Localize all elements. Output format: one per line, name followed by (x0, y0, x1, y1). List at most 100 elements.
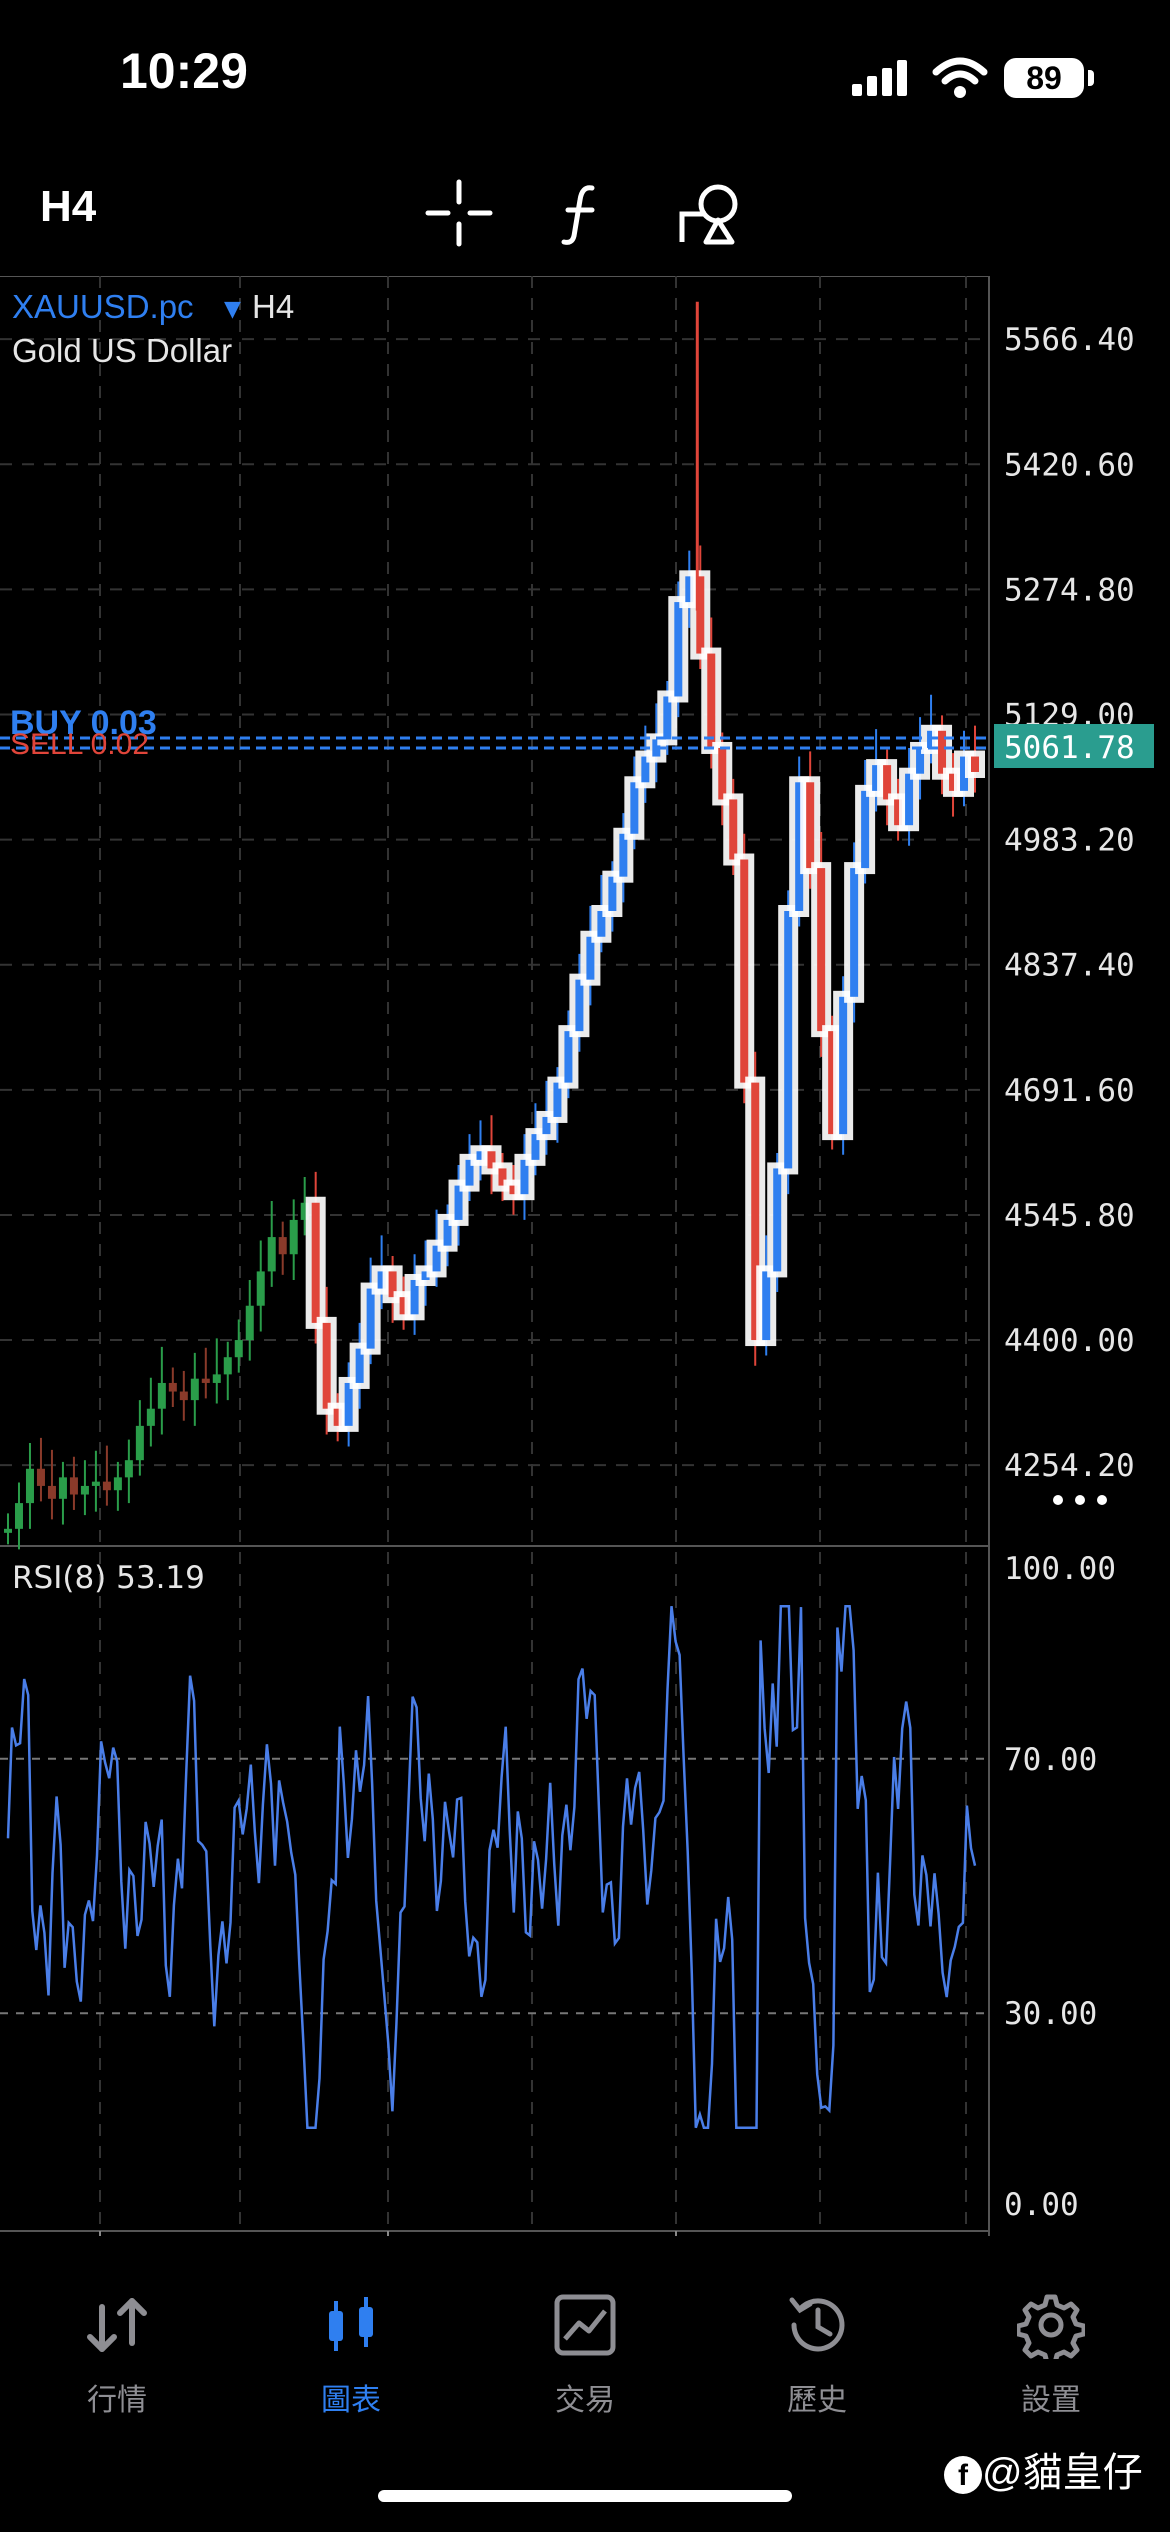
candle-body[interactable] (740, 859, 749, 1083)
timeframe-button[interactable]: H4 (40, 182, 97, 231)
candle-body[interactable] (355, 1348, 364, 1383)
candle-body[interactable] (366, 1288, 375, 1349)
candle-body[interactable] (256, 1271, 265, 1306)
candle-body[interactable] (531, 1134, 540, 1160)
candle-body[interactable] (234, 1340, 243, 1358)
candle-body[interactable] (575, 979, 584, 1032)
candle-body[interactable] (938, 730, 947, 774)
candle-body[interactable] (762, 1271, 771, 1341)
candle-body[interactable] (520, 1159, 529, 1195)
nav-history[interactable]: 歷史 (742, 2285, 892, 2419)
candle-body[interactable] (432, 1245, 441, 1272)
candle-body[interactable] (25, 1468, 34, 1504)
candle-body[interactable] (509, 1185, 518, 1195)
candle-body[interactable] (278, 1237, 287, 1255)
candle-body[interactable] (377, 1271, 386, 1289)
crosshair-icon[interactable] (424, 178, 494, 248)
candle-body[interactable] (806, 782, 815, 869)
candle-body[interactable] (124, 1460, 133, 1478)
candle-body[interactable] (179, 1391, 188, 1401)
symbol-dropdown-icon[interactable]: ▼ (224, 297, 241, 322)
candle-body[interactable] (487, 1151, 496, 1169)
candle-body[interactable] (773, 1168, 782, 1272)
candle-body[interactable] (311, 1202, 320, 1323)
price-chart[interactable]: 5566.405420.605274.805129.004983.204837.… (0, 276, 1170, 2236)
candle-body[interactable] (201, 1378, 210, 1383)
candle-body[interactable] (916, 747, 925, 774)
nav-chart[interactable]: 圖表 (276, 2285, 426, 2419)
candle-body[interactable] (905, 773, 914, 826)
candle-body[interactable] (333, 1408, 342, 1426)
candle-body[interactable] (784, 911, 793, 1169)
candle-body[interactable] (443, 1219, 452, 1246)
shapes-icon[interactable] (676, 178, 746, 248)
candle-body[interactable] (58, 1477, 67, 1499)
candle-body[interactable] (663, 696, 672, 740)
candle-body[interactable] (729, 799, 738, 860)
candle-body[interactable] (685, 576, 694, 603)
symbol-name[interactable]: XAUUSD.pc (12, 288, 194, 325)
candle-body[interactable] (641, 756, 650, 783)
candle-body[interactable] (630, 782, 639, 834)
candle-body[interactable] (399, 1297, 408, 1315)
function-icon[interactable] (548, 178, 618, 248)
candle-body[interactable] (69, 1477, 78, 1495)
candle-body[interactable] (949, 773, 958, 791)
candle-body[interactable] (894, 799, 903, 826)
nav-quotes[interactable]: 行情 (42, 2285, 192, 2419)
candle-body[interactable] (619, 833, 628, 877)
candle-body[interactable] (289, 1219, 298, 1255)
candle-body[interactable] (212, 1374, 221, 1383)
candle-body[interactable] (267, 1237, 276, 1272)
candle-body[interactable] (498, 1168, 507, 1186)
candle-body[interactable] (839, 996, 848, 1135)
candle-body[interactable] (828, 1031, 837, 1135)
candle-body[interactable] (135, 1425, 144, 1461)
candle-body[interactable] (47, 1485, 56, 1499)
candle-body[interactable] (674, 602, 683, 697)
candle-body[interactable] (344, 1382, 353, 1426)
candle-body[interactable] (102, 1481, 111, 1491)
candle-body[interactable] (872, 765, 881, 791)
candle-body[interactable] (300, 1202, 309, 1220)
candle-body[interactable] (553, 1082, 562, 1117)
candle-body[interactable] (883, 765, 892, 800)
candle-body[interactable] (465, 1159, 474, 1186)
candle-body[interactable] (157, 1382, 166, 1409)
more-horizontal-icon[interactable] (1053, 1495, 1107, 1505)
candle-body[interactable] (454, 1185, 463, 1220)
candle-body[interactable] (597, 911, 606, 937)
candle-body[interactable] (564, 1031, 573, 1083)
candle-body[interactable] (80, 1485, 89, 1495)
candle-body[interactable] (190, 1378, 199, 1401)
candle-body[interactable] (113, 1477, 122, 1491)
candle-body[interactable] (388, 1271, 397, 1298)
candle-body[interactable] (817, 868, 826, 1032)
candle-body[interactable] (146, 1408, 155, 1426)
nav-trade[interactable]: 交易 (510, 2285, 660, 2419)
candle-body[interactable] (718, 747, 727, 800)
candle-body[interactable] (476, 1151, 485, 1160)
candle-body[interactable] (245, 1305, 254, 1341)
candle-body[interactable] (971, 756, 979, 772)
candle-body[interactable] (14, 1503, 23, 1529)
candle-body[interactable] (861, 790, 870, 869)
nav-settings[interactable]: 設置 (976, 2285, 1126, 2419)
candle-body[interactable] (168, 1382, 177, 1392)
candle-body[interactable] (696, 576, 705, 654)
candle-body[interactable] (960, 756, 969, 791)
candle-body[interactable] (421, 1271, 430, 1280)
candle-body[interactable] (4, 1528, 12, 1533)
candle-body[interactable] (795, 782, 804, 911)
candle-body[interactable] (542, 1116, 551, 1135)
candle-body[interactable] (36, 1468, 45, 1486)
candle-body[interactable] (322, 1322, 331, 1409)
candle-body[interactable] (586, 936, 595, 980)
candle-body[interactable] (751, 1082, 760, 1341)
candle-body[interactable] (707, 653, 716, 748)
candle-body[interactable] (410, 1279, 419, 1315)
candle-body[interactable] (91, 1481, 100, 1486)
candle-body[interactable] (223, 1357, 232, 1375)
candle-body[interactable] (608, 876, 617, 911)
candle-body[interactable] (850, 868, 859, 997)
